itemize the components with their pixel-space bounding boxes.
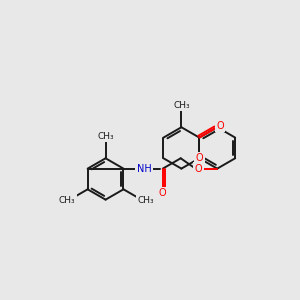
Text: O: O [159, 188, 166, 198]
Text: O: O [195, 164, 203, 174]
Text: NH: NH [137, 164, 152, 174]
Text: O: O [216, 121, 224, 131]
Text: CH₃: CH₃ [173, 101, 190, 110]
Text: O: O [196, 153, 203, 163]
Text: CH₃: CH₃ [97, 132, 114, 141]
Text: CH₃: CH₃ [59, 196, 75, 205]
Text: CH₃: CH₃ [138, 196, 154, 205]
